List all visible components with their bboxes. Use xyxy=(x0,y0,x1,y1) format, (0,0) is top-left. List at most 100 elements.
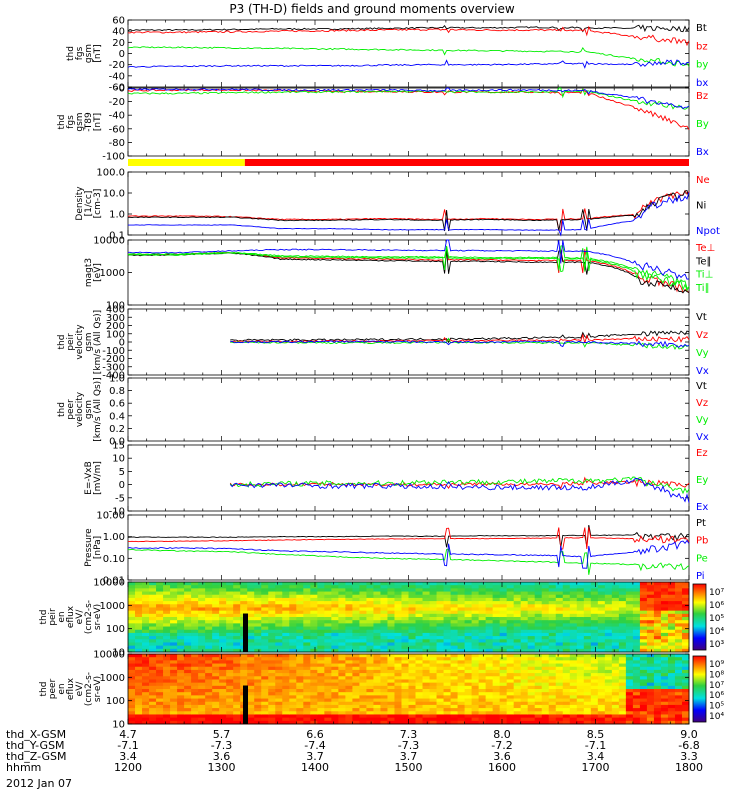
spec-cell xyxy=(247,588,255,593)
spec-cell xyxy=(177,601,185,605)
spec-cell xyxy=(261,639,269,643)
spec-cell xyxy=(366,676,374,680)
spec-cell xyxy=(534,695,543,700)
spec-cell xyxy=(170,701,178,706)
spec-cell xyxy=(569,679,578,684)
spec-cell xyxy=(128,648,136,653)
spec-cell xyxy=(618,676,627,680)
spec-cell xyxy=(338,629,346,634)
spec-cell xyxy=(632,663,641,668)
spec-cell xyxy=(576,673,585,677)
spec-cell xyxy=(576,604,585,608)
spec-cell xyxy=(240,588,248,593)
spec-cell xyxy=(660,669,669,674)
spec-cell xyxy=(226,682,234,687)
spec-cell xyxy=(401,648,409,653)
spec-cell xyxy=(576,660,585,665)
spec-cell xyxy=(436,663,445,668)
spec-cell xyxy=(324,714,332,719)
spec-cell xyxy=(611,666,620,671)
spec-cell xyxy=(261,604,269,608)
spec-cell xyxy=(457,591,466,596)
spec-cell xyxy=(611,645,620,650)
spec-cell xyxy=(443,604,452,608)
spec-cell xyxy=(177,708,185,712)
spec-cell xyxy=(212,632,220,637)
spec-cell xyxy=(625,714,634,719)
spec-cell xyxy=(506,607,515,612)
spec-cell xyxy=(625,676,634,680)
spec-cell xyxy=(338,620,346,624)
spec-cell xyxy=(436,711,445,715)
spec-cell xyxy=(639,701,648,706)
spec-cell xyxy=(142,648,150,653)
spec-cell xyxy=(618,669,627,674)
spec-cell xyxy=(520,588,529,593)
spec-cell xyxy=(184,711,192,715)
spec-cell xyxy=(282,623,290,628)
spec-cell xyxy=(219,626,227,631)
spec-cell xyxy=(632,679,641,684)
spec-cell xyxy=(443,613,452,618)
spec-cell xyxy=(443,654,452,658)
spec-cell xyxy=(422,685,431,690)
spec-cell xyxy=(254,610,262,615)
spec-cell xyxy=(667,626,676,631)
spec-cell xyxy=(373,673,381,677)
spec-cell xyxy=(282,648,290,653)
spec-cell xyxy=(163,601,171,605)
spec-cell xyxy=(380,676,388,680)
spec-cell xyxy=(373,660,381,665)
spec-cell xyxy=(380,642,388,647)
spec-cell xyxy=(380,588,388,593)
spec-cell xyxy=(275,704,283,709)
spec-cell xyxy=(422,682,431,687)
spec-cell xyxy=(394,708,402,712)
spec-cell xyxy=(646,607,655,612)
spec-cell xyxy=(205,682,213,687)
spec-cell xyxy=(233,676,241,680)
spec-cell xyxy=(632,639,641,643)
spec-cell xyxy=(583,607,592,612)
spec-cell xyxy=(303,663,311,668)
spec-cell xyxy=(520,720,529,725)
spec-cell xyxy=(457,673,466,677)
spec-cell xyxy=(128,679,136,684)
spec-cell xyxy=(569,717,578,722)
spec-cell xyxy=(275,582,283,586)
spec-cell xyxy=(219,666,227,671)
spec-cell xyxy=(590,657,599,661)
y-axis-label: [nPa] xyxy=(93,536,103,559)
spec-cell xyxy=(639,695,648,700)
spec-cell xyxy=(275,679,283,684)
spec-cell xyxy=(170,588,178,593)
spec-cell xyxy=(513,701,522,706)
spec-cell xyxy=(303,657,311,661)
spec-cell xyxy=(163,695,171,700)
spec-cell xyxy=(324,648,332,653)
spec-cell xyxy=(457,663,466,668)
spec-cell xyxy=(660,594,669,599)
spec-cell xyxy=(408,591,417,596)
spec-cell xyxy=(625,639,634,643)
spec-cell xyxy=(177,676,185,680)
spec-cell xyxy=(527,594,536,599)
series-bt xyxy=(127,24,690,33)
spec-cell xyxy=(163,626,171,631)
spec-cell xyxy=(338,676,346,680)
spec-cell xyxy=(366,639,374,643)
spec-cell xyxy=(422,601,431,605)
spec-cell xyxy=(583,582,592,586)
spec-cell xyxy=(632,689,641,693)
spec-cell xyxy=(443,607,452,612)
spec-cell xyxy=(450,594,459,599)
spec-cell xyxy=(632,620,641,624)
spec-cell xyxy=(541,594,550,599)
spec-cell xyxy=(618,610,627,615)
spec-cell xyxy=(534,645,543,650)
spec-cell xyxy=(387,679,395,684)
spec-cell xyxy=(513,704,522,709)
spec-cell xyxy=(667,698,676,703)
spec-cell xyxy=(555,685,564,690)
spec-cell xyxy=(548,604,557,608)
